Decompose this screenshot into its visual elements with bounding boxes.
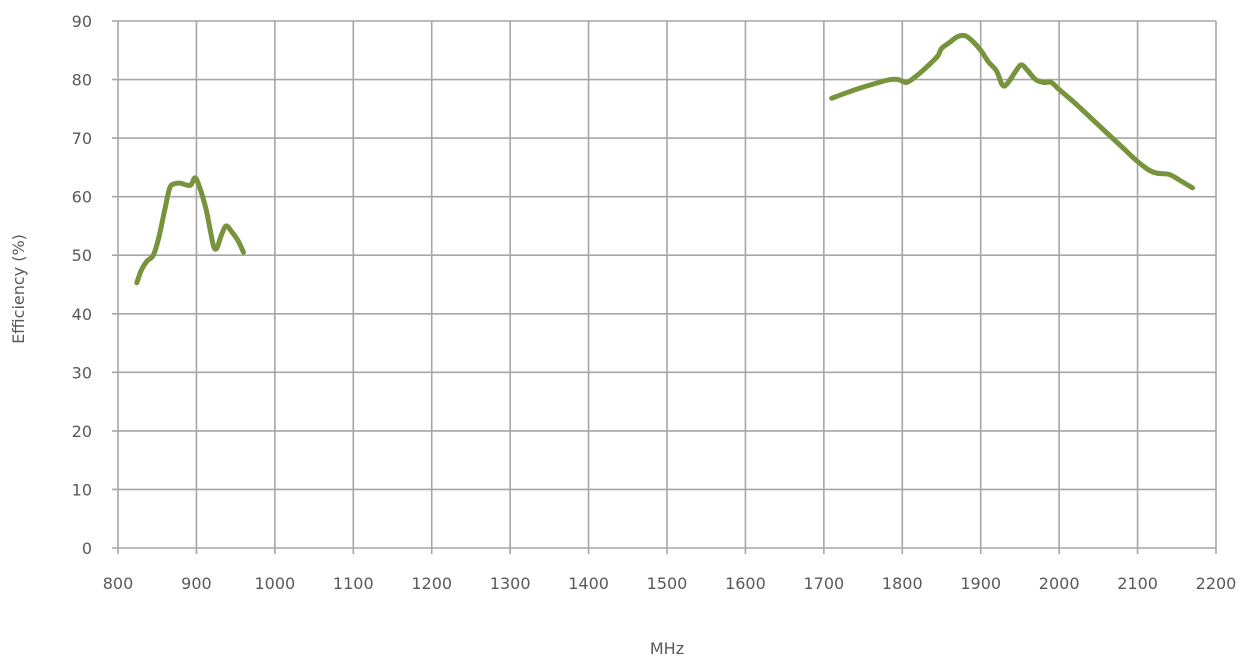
series-group (134, 32, 1195, 286)
x-axis-ticks: 800 900 1000 1100 1200 1300 1400 1500 1600 1700 18… (103, 574, 1237, 593)
y-tick-label: 90 (72, 12, 92, 31)
x-tick-label: 800 (103, 574, 134, 593)
x-tick-label: 1200 (411, 574, 452, 593)
y-tick-label: 40 (72, 305, 92, 324)
efficiency-line-segment-1 (134, 175, 246, 286)
y-tick-label: 0 (82, 539, 92, 558)
x-tick-label: 1700 (803, 574, 844, 593)
x-tick-label: 1000 (254, 574, 295, 593)
x-tick-label: 2000 (1039, 574, 1080, 593)
x-tick-label: 2200 (1196, 574, 1237, 593)
x-tick-label: 1500 (647, 574, 688, 593)
x-tick-label: 1400 (568, 574, 609, 593)
x-tick-label: 1800 (882, 574, 923, 593)
y-tick-label: 30 (72, 363, 92, 382)
x-tick-label: 900 (181, 574, 212, 593)
y-tick-label: 50 (72, 246, 92, 265)
y-axis-ticks: 0 10 20 30 40 50 60 70 80 90 (72, 12, 92, 558)
grid (112, 20, 1217, 554)
y-tick-label: 20 (72, 422, 92, 441)
y-tick-label: 10 (72, 480, 92, 499)
x-tick-label: 2100 (1117, 574, 1158, 593)
x-tick-label: 1900 (960, 574, 1001, 593)
x-tick-label: 1100 (333, 574, 374, 593)
y-tick-label: 60 (72, 188, 92, 207)
x-axis-title: MHz (650, 639, 684, 658)
y-axis-title: Efficiency (%) (9, 234, 28, 344)
x-tick-label: 1300 (490, 574, 531, 593)
y-tick-label: 80 (72, 71, 92, 90)
efficiency-line-segment-2 (829, 32, 1195, 191)
x-tick-label: 1600 (725, 574, 766, 593)
y-tick-label: 70 (72, 129, 92, 148)
